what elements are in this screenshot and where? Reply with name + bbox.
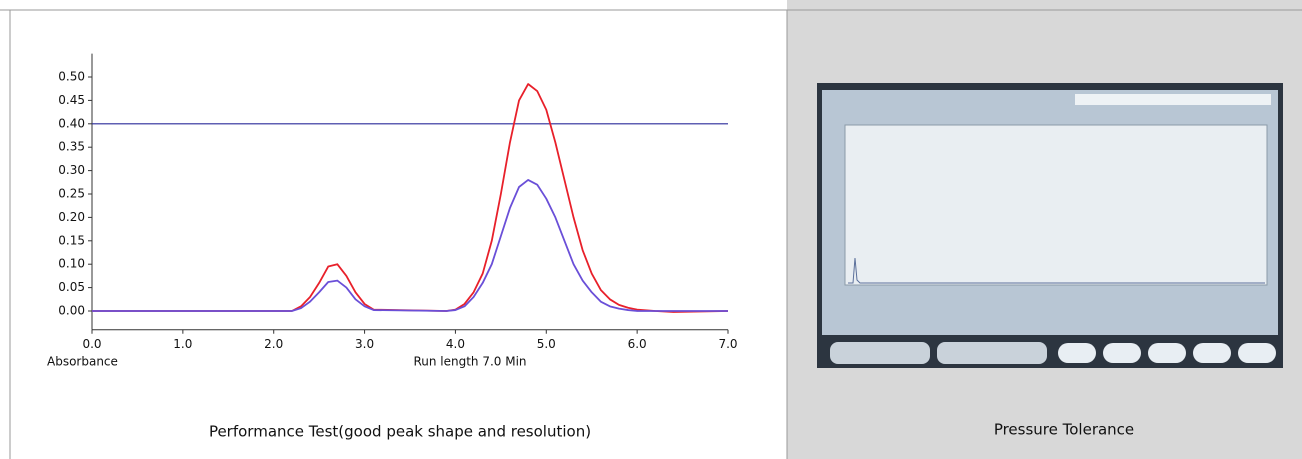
screen-plot — [844, 124, 1268, 286]
y-tick-label: 0.20 — [58, 210, 85, 224]
screen-button — [937, 342, 1047, 364]
y-tick-label: 0.05 — [58, 280, 85, 294]
y-tick-label: 0.50 — [58, 70, 85, 84]
y-tick-label: 0.35 — [58, 140, 85, 154]
screen-trace — [848, 257, 1265, 284]
x-tick-label: 6.0 — [628, 337, 647, 351]
y-tick-label: 0.45 — [58, 93, 85, 107]
screen-button — [830, 342, 930, 364]
instrument-photo — [817, 83, 1283, 368]
y-axis-label: Absorbance — [47, 355, 118, 369]
chart-caption: Performance Test(good peak shape and res… — [209, 423, 591, 441]
series-line — [92, 179, 728, 312]
x-tick-label: 2.0 — [264, 337, 283, 351]
x-axis-label: Run length 7.0 Min — [413, 355, 526, 369]
x-tick-label: 3.0 — [355, 337, 374, 351]
screen-button — [1103, 343, 1141, 363]
y-tick-label: 0.25 — [58, 187, 85, 201]
series-line — [92, 83, 729, 313]
screen-status — [1075, 94, 1271, 105]
screen-button — [1193, 343, 1231, 363]
screen-button — [1238, 343, 1276, 363]
y-tick-label: 0.00 — [58, 304, 85, 318]
x-tick-label: 4.0 — [446, 337, 465, 351]
y-tick-label: 0.40 — [58, 116, 85, 130]
photo-caption: Pressure Tolerance — [994, 421, 1134, 439]
screen-button — [1058, 343, 1096, 363]
x-tick-label: 0.0 — [82, 337, 101, 351]
x-tick-label: 1.0 — [173, 337, 192, 351]
y-tick-label: 0.10 — [58, 257, 85, 271]
y-tick-label: 0.30 — [58, 163, 85, 177]
x-tick-label: 7.0 — [718, 337, 737, 351]
screen-button — [1148, 343, 1186, 363]
x-tick-label: 5.0 — [537, 337, 556, 351]
y-tick-label: 0.15 — [58, 233, 85, 247]
